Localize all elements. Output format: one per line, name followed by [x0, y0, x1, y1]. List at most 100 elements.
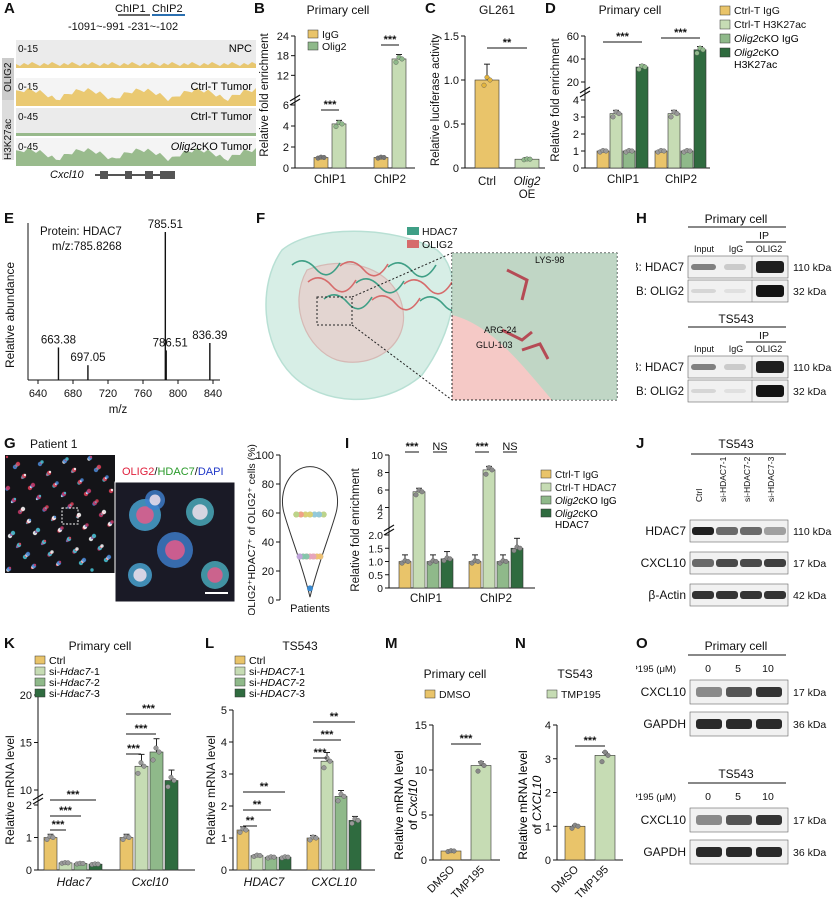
panel-e: E Relative abundance 640 680 720 760 800 840 m/…	[0, 205, 240, 420]
legend-swatch	[424, 689, 436, 699]
legend-label: Ctrl-T IgG	[734, 5, 780, 17]
legend-swatch	[540, 508, 552, 518]
cell-signal	[43, 539, 47, 543]
blot-title: Primary cell	[705, 639, 768, 653]
data-point	[316, 511, 323, 518]
olig2-surface	[298, 262, 405, 363]
chart-title: TS543	[557, 667, 593, 681]
cell-signal	[15, 461, 21, 467]
kda-label: 110 kDa	[793, 526, 831, 538]
track-signal	[16, 62, 256, 68]
blot-j: TS543 Ctrl si-HDAC7-1 si-HDAC7-2 si-HDAC7-3 H…	[641, 437, 831, 607]
cell-signal	[85, 523, 89, 527]
legend-swatch	[307, 41, 319, 51]
legend-label: Olig2cKO IgG	[734, 33, 799, 45]
data-point	[80, 860, 86, 866]
kda-label: 110 kDa	[793, 362, 831, 374]
band	[724, 364, 746, 370]
chart-title: GL261	[479, 3, 515, 17]
bar	[398, 561, 412, 589]
bar	[609, 113, 623, 169]
y-tick-label: 2.0	[368, 530, 383, 542]
legend-label: DMSO	[439, 689, 471, 701]
cell-signal	[101, 509, 107, 515]
group-label-h3k27ac: H3K27ac	[3, 119, 14, 160]
data-point	[321, 765, 327, 771]
bar	[693, 49, 707, 169]
significance-label: ***	[135, 723, 149, 735]
x-tick-label: Cxcl10	[132, 875, 169, 889]
legend-label: si-HDAC7-2	[249, 677, 305, 689]
olig2-signal	[133, 568, 147, 582]
band	[696, 847, 722, 857]
chart-i: Relative fold enrichment 00.51.0 1.52.0 4 6 8…	[350, 441, 617, 605]
y-tick-label: 0.5	[444, 119, 459, 131]
zoom-box	[61, 507, 79, 525]
y-tick-label: 10	[371, 450, 383, 462]
exon	[125, 171, 132, 179]
peak-label: 663.38	[41, 334, 76, 346]
panel-letter-a: A	[4, 0, 15, 17]
panel-letter-j: J	[636, 435, 645, 452]
significance-label: ***	[142, 703, 156, 715]
y-tick-label: 6	[283, 100, 289, 112]
track-label: Ctrl-T Tumor	[190, 81, 252, 93]
zoom-box	[316, 296, 353, 326]
kda-label: 110 kDa	[793, 262, 831, 274]
chart-title: Primary cell	[599, 3, 662, 17]
axis-break	[289, 98, 301, 106]
legend-swatch	[540, 482, 552, 492]
cell-signal	[105, 475, 109, 479]
data-point	[307, 837, 313, 843]
panel-b: B Primary cell Relative fold enrichment 0 2…	[250, 0, 425, 200]
band	[756, 285, 784, 297]
track-bg	[16, 108, 256, 136]
cell-signal	[80, 478, 84, 482]
chart-d: Primary cell Relative fold enrichment 0 1 2 3…	[550, 3, 806, 186]
panel-h: H Primary cell IP Input IgG OLIG2 IB: HDAC7 11…	[636, 205, 836, 420]
y-tick-label: 0	[268, 595, 274, 607]
significance-label: ***	[59, 805, 73, 817]
y-tick-label: 1	[545, 821, 551, 833]
cell-signal	[20, 506, 26, 512]
bar	[306, 837, 320, 871]
band	[691, 289, 716, 293]
significance-label: **	[260, 781, 269, 793]
blot-title: TS543	[718, 767, 754, 781]
bar	[348, 820, 362, 871]
protein-label: β-Actin	[648, 588, 686, 602]
cell-signal	[18, 542, 22, 546]
cell-signal	[90, 568, 94, 572]
group-label-olig2: OLIG2	[3, 62, 14, 92]
chart-k: Primary cell Relative mRNA level 0 1 2 10 15 20…	[3, 639, 195, 889]
axis-break	[383, 528, 395, 536]
y-tick-label: 80	[262, 479, 274, 491]
data-point	[700, 47, 706, 53]
data-point	[642, 64, 648, 70]
y-tick-label: 5	[221, 705, 227, 717]
cell-signal	[96, 464, 102, 470]
y-tick-label: 1	[221, 833, 227, 845]
y-tick-label: 60	[567, 31, 579, 43]
ribbon	[371, 295, 421, 311]
kda-label: 36 kDa	[793, 847, 826, 859]
data-point	[150, 757, 156, 763]
x-tick-label: Hdac7	[57, 875, 93, 889]
band	[756, 847, 782, 857]
data-point	[636, 66, 642, 72]
data-point	[95, 861, 101, 867]
legend-swatch	[234, 666, 246, 676]
panel-letter-h: H	[636, 210, 647, 227]
data-point	[120, 836, 126, 842]
bar	[426, 561, 440, 589]
panel-f: F HDAC7 OLIG2 LYS-98 ARG-24 GLU-103	[252, 205, 672, 420]
data-point	[171, 777, 177, 783]
significance-label: NS	[432, 441, 447, 453]
stain-label: OLIG2/HDAC7/DAPI	[122, 466, 224, 478]
bar	[43, 837, 58, 871]
track-label: NPC	[229, 43, 252, 55]
lane-label: OLIG2	[756, 344, 783, 354]
cell-signal	[81, 557, 87, 563]
inset-hdac7	[452, 253, 617, 400]
